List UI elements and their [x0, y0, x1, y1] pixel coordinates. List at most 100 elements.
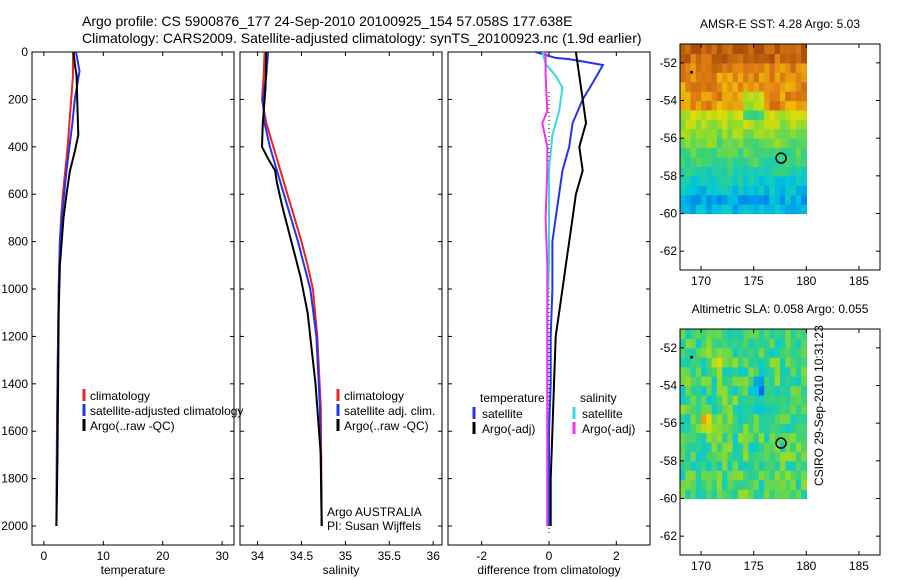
field-cell — [711, 109, 718, 120]
field-cell — [764, 442, 771, 452]
field-cell — [753, 451, 760, 462]
field-cell — [795, 166, 802, 177]
field-cell — [785, 347, 792, 358]
field-cell — [711, 157, 718, 167]
field-cell — [743, 338, 750, 349]
field-cell — [680, 128, 686, 139]
field-cell — [706, 81, 713, 92]
field-cell — [774, 329, 781, 339]
field-cell — [711, 147, 718, 158]
field-cell — [790, 329, 797, 339]
field-cell — [706, 451, 713, 462]
field-cell — [785, 175, 792, 186]
field-cell — [769, 470, 776, 481]
field-cell — [716, 413, 723, 424]
field-cell — [716, 338, 723, 349]
field-cell — [685, 44, 692, 54]
field-cell — [695, 423, 702, 434]
field-cell — [753, 147, 760, 158]
field-cell — [722, 72, 728, 83]
field-cell — [785, 91, 792, 102]
field-cell — [743, 204, 750, 215]
field-cell — [716, 394, 723, 405]
field-cell — [753, 128, 760, 139]
field-cell — [727, 109, 734, 120]
field-cell — [743, 138, 750, 149]
field-cell — [790, 442, 797, 452]
field-cell — [711, 413, 718, 424]
field-cell — [690, 147, 697, 158]
field-cell — [785, 157, 792, 167]
field-cell — [753, 204, 760, 215]
x-tick-label: 10 — [97, 549, 111, 563]
field-cell — [727, 100, 734, 111]
field-cell — [722, 347, 728, 358]
field-cell — [701, 442, 707, 452]
field-cell — [716, 91, 723, 102]
field-cell — [743, 44, 750, 54]
field-cell — [732, 194, 739, 205]
field-cell — [727, 175, 734, 186]
field-cell — [727, 157, 734, 167]
field-cell — [706, 329, 713, 339]
field-cell — [748, 366, 755, 377]
field-cell — [743, 100, 750, 111]
field-cell — [711, 44, 718, 54]
y-tick-label: -58 — [660, 454, 678, 468]
field-cell — [680, 138, 686, 149]
field-cell — [680, 185, 686, 196]
field-cell — [780, 338, 786, 349]
field-cell — [780, 394, 786, 405]
field-cell — [690, 204, 697, 215]
field-cell — [711, 385, 718, 396]
field-cell — [706, 479, 713, 490]
field-cell — [801, 376, 807, 387]
field-cell — [722, 460, 728, 471]
field-cell — [737, 489, 744, 500]
field-cell — [795, 357, 802, 368]
field-cell — [764, 166, 771, 177]
field-cell — [785, 185, 792, 196]
field-cell — [743, 460, 750, 471]
field-cell — [680, 157, 686, 167]
field-cell — [769, 72, 776, 83]
field-cell — [706, 432, 713, 443]
field-cell — [690, 44, 697, 54]
field-cell — [753, 194, 760, 205]
field-cell — [695, 442, 702, 452]
field-cell — [769, 347, 776, 358]
field-cell — [758, 62, 765, 73]
field-cell — [764, 376, 771, 387]
field-cell — [701, 204, 707, 215]
field-cell — [706, 109, 713, 120]
field-cell — [801, 329, 807, 339]
field-cell — [758, 347, 765, 358]
field-cell — [753, 175, 760, 186]
field-cell — [758, 329, 765, 339]
field-cell — [774, 100, 781, 111]
field-cell — [727, 194, 734, 205]
field-cell — [680, 432, 686, 443]
field-cell — [758, 442, 765, 452]
field-cell — [706, 175, 713, 186]
field-cell — [774, 470, 781, 481]
field-cell — [737, 62, 744, 73]
field-cell — [695, 175, 702, 186]
field-cell — [780, 329, 786, 339]
field-cell — [753, 357, 760, 368]
field-cell — [690, 53, 697, 64]
field-cell — [764, 91, 771, 102]
field-cell — [790, 394, 797, 405]
field-cell — [801, 204, 807, 215]
field-cell — [743, 470, 750, 481]
x-tick-label: -2 — [476, 549, 487, 563]
field-cell — [695, 100, 702, 111]
field-cell — [769, 44, 776, 54]
field-cell — [680, 451, 686, 462]
field-cell — [764, 489, 771, 500]
field-cell — [701, 451, 707, 462]
y-tick-label: -52 — [660, 341, 678, 355]
field-cell — [790, 404, 797, 415]
field-cell — [680, 109, 686, 120]
field-cell — [732, 376, 739, 387]
